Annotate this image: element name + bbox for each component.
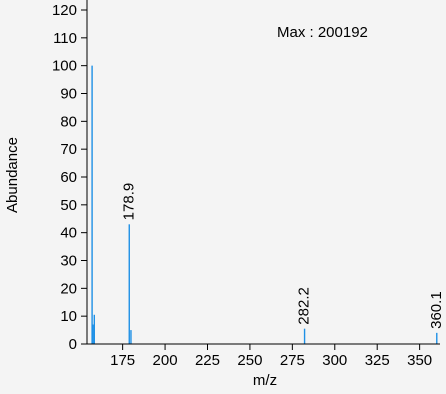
x-tick-label: 300 bbox=[322, 352, 347, 369]
y-tick-label: 60 bbox=[60, 169, 77, 186]
peak-label: 178.9 bbox=[120, 183, 137, 221]
y-tick-label: 100 bbox=[52, 58, 77, 75]
max-annotation: Max : 200192 bbox=[277, 24, 368, 41]
y-tick-label: 10 bbox=[60, 308, 77, 325]
x-tick-label: 175 bbox=[110, 352, 135, 369]
peak-label: 282.2 bbox=[296, 287, 313, 325]
peak-labels: 178.9 282.2 360.1 bbox=[120, 183, 445, 329]
y-axis-ticks: 0 10 20 30 40 50 60 70 80 90 100 110 120 bbox=[52, 2, 87, 353]
x-tick-label: 275 bbox=[280, 352, 305, 369]
y-tick-label: 20 bbox=[60, 280, 77, 297]
x-tick-label: 350 bbox=[407, 352, 432, 369]
y-tick-label: 90 bbox=[60, 86, 77, 103]
x-tick-label: 200 bbox=[153, 352, 178, 369]
x-axis-ticks: 175 200 225 250 275 300 325 350 bbox=[110, 344, 432, 369]
y-tick-label: 120 bbox=[52, 2, 77, 19]
y-tick-label: 110 bbox=[53, 30, 77, 47]
y-tick-label: 30 bbox=[60, 253, 77, 270]
y-tick-label: 0 bbox=[69, 336, 77, 353]
y-tick-label: 40 bbox=[60, 225, 77, 242]
y-tick-label: 50 bbox=[60, 197, 77, 214]
peak-label: 360.1 bbox=[428, 291, 445, 329]
x-tick-label: 325 bbox=[365, 352, 390, 369]
y-tick-label: 70 bbox=[60, 141, 77, 158]
y-tick-label: 80 bbox=[60, 113, 77, 130]
x-axis-label: m/z bbox=[253, 372, 277, 389]
x-tick-label: 225 bbox=[195, 352, 220, 369]
peaks bbox=[91, 65, 438, 344]
x-tick-label: 250 bbox=[237, 352, 262, 369]
y-axis-label: Abundance bbox=[4, 137, 21, 213]
